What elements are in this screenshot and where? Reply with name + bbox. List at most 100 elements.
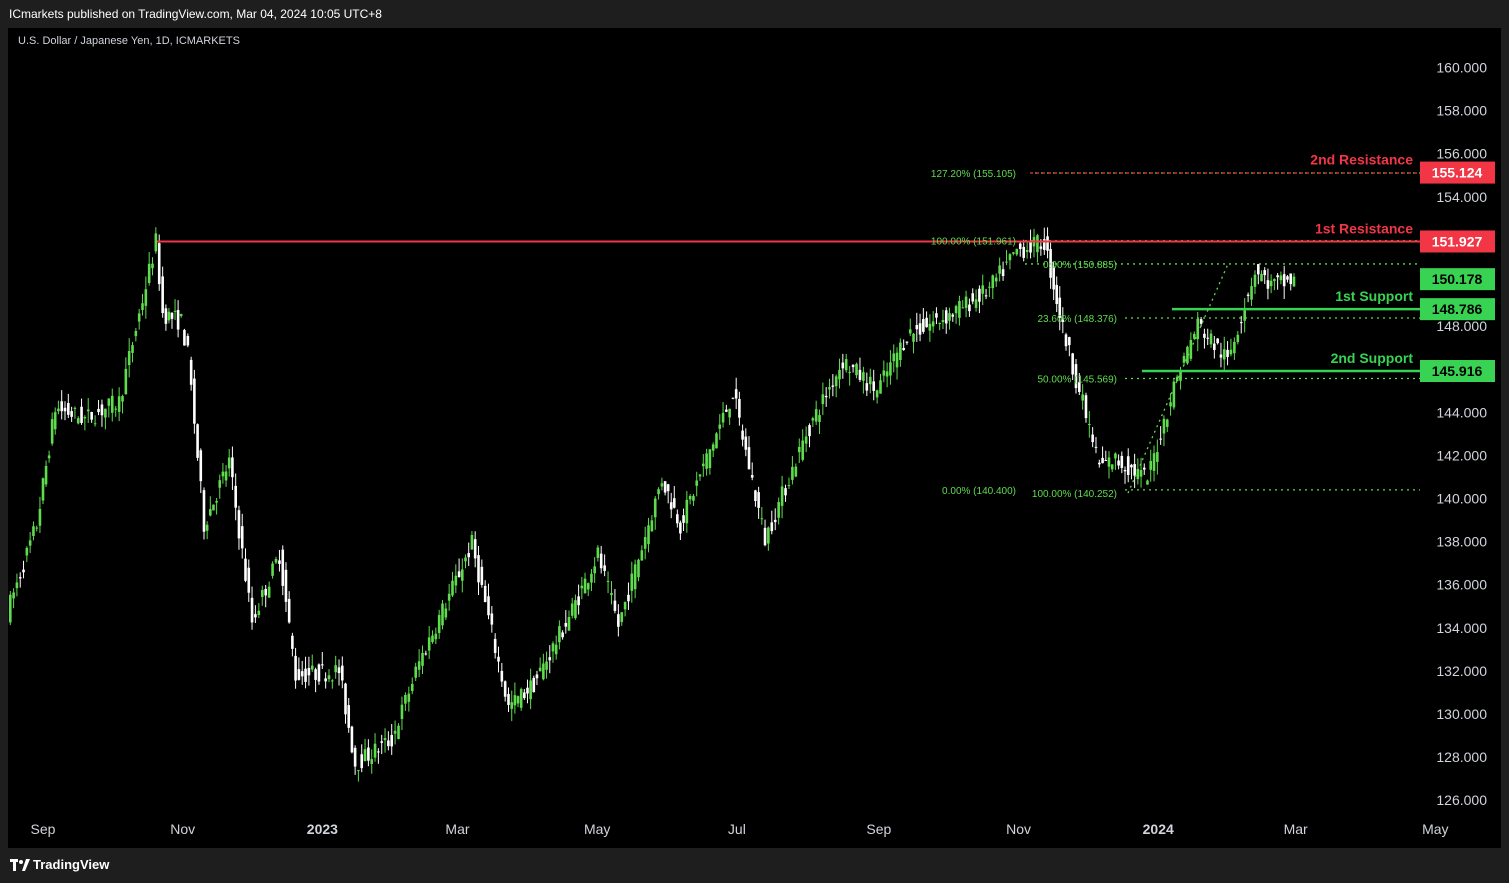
- candle-body: [347, 705, 351, 728]
- candle-body: [519, 689, 523, 708]
- candle-body: [457, 571, 461, 578]
- candle-body: [15, 582, 19, 589]
- candle-body: [121, 396, 124, 402]
- candle-body: [633, 564, 637, 590]
- candle-body: [1133, 464, 1136, 476]
- candle-body: [1036, 235, 1039, 253]
- candle-body: [483, 585, 487, 603]
- candle-body: [1005, 261, 1008, 263]
- candle-body: [257, 610, 261, 616]
- candle-body: [899, 342, 902, 361]
- candle-body: [620, 612, 624, 622]
- candle-body: [971, 293, 975, 302]
- candle-body: [1043, 239, 1046, 250]
- candle-body: [513, 695, 517, 706]
- candle-body: [300, 671, 304, 677]
- candle-body: [480, 566, 484, 585]
- candle-body: [176, 310, 180, 330]
- candle-body: [124, 368, 128, 395]
- candle-body: [613, 600, 617, 611]
- candle-body: [510, 702, 514, 709]
- candle-body: [1229, 349, 1233, 355]
- tradingview-brand[interactable]: TradingView: [33, 857, 110, 872]
- candle-body: [922, 319, 925, 332]
- candle-body: [1263, 270, 1267, 276]
- candle-body: [855, 363, 858, 376]
- candle-body: [1091, 434, 1094, 443]
- candle-body: [978, 288, 981, 302]
- candle-body: [695, 480, 699, 486]
- candle-body: [417, 661, 421, 670]
- chart-area[interactable]: [8, 28, 1501, 848]
- candle-body: [383, 738, 387, 741]
- candle-body: [57, 408, 60, 412]
- candle-body: [437, 615, 441, 633]
- candle-body: [1192, 333, 1196, 339]
- candle-body: [104, 408, 107, 418]
- candle-body: [231, 457, 234, 478]
- candle-body: [603, 565, 606, 571]
- candle-body: [808, 425, 811, 437]
- candle-body: [107, 398, 111, 406]
- candle-body: [535, 674, 539, 679]
- fib-label: 127.20% (155.105): [931, 169, 1016, 180]
- candle-body: [660, 483, 664, 487]
- candle-body: [127, 351, 131, 366]
- candle-body: [627, 594, 630, 602]
- candle-body: [393, 730, 397, 734]
- candle-body: [715, 433, 718, 449]
- candle-body: [28, 540, 32, 546]
- candle-body: [998, 265, 1001, 274]
- candle-body: [767, 527, 770, 544]
- candle-body: [838, 369, 841, 380]
- candle-body: [227, 457, 231, 469]
- candle-body: [1120, 455, 1124, 468]
- fib-label: 23.60% (148.376): [1037, 314, 1117, 325]
- candle-body: [291, 635, 294, 649]
- candle-body: [397, 725, 400, 740]
- candle-body: [114, 408, 118, 410]
- tradingview-logo-icon[interactable]: [10, 857, 30, 873]
- candle-body: [561, 632, 564, 638]
- candle-body: [931, 321, 935, 327]
- candle-body: [487, 596, 490, 616]
- candle-body: [741, 430, 744, 440]
- candle-body: [100, 404, 104, 416]
- candle-body: [1018, 243, 1022, 249]
- candle-body: [473, 539, 477, 559]
- candle-body: [679, 522, 682, 534]
- candle-body: [1012, 252, 1015, 254]
- candle-body: [640, 550, 644, 561]
- candle-body: [818, 415, 821, 422]
- candle-body: [1209, 333, 1213, 345]
- candle-body: [526, 687, 529, 694]
- candle-body: [304, 668, 307, 682]
- candle-body: [938, 322, 941, 324]
- candle-body: [676, 514, 679, 524]
- candle-body: [804, 436, 808, 444]
- candle-body: [1114, 453, 1117, 459]
- price-badge: [1420, 230, 1495, 253]
- candle-body: [281, 549, 285, 586]
- candle-body: [1064, 334, 1068, 347]
- candle-body: [925, 317, 928, 328]
- candle-body: [610, 593, 613, 596]
- candle-body: [1094, 446, 1098, 448]
- candle-body: [760, 518, 764, 520]
- candle-body: [763, 527, 767, 546]
- candle-body: [179, 314, 183, 317]
- candle-body: [250, 597, 254, 623]
- candle-body: [186, 335, 190, 346]
- candle-body: [131, 345, 134, 353]
- candle-body: [320, 664, 324, 666]
- candle-body: [858, 369, 862, 380]
- candle-body: [738, 398, 741, 418]
- candle-body: [1179, 371, 1182, 381]
- x-tick-label: Nov: [1006, 821, 1031, 837]
- candle-body: [237, 510, 241, 539]
- candle-body: [1169, 402, 1172, 407]
- candle-body: [360, 754, 364, 769]
- candle-body: [718, 424, 722, 429]
- candle-body: [1199, 319, 1203, 324]
